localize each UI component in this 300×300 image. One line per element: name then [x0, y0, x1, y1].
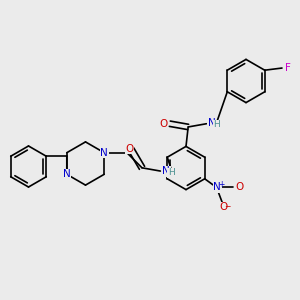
- Text: O: O: [219, 202, 227, 212]
- Text: O: O: [126, 144, 134, 154]
- Text: N: N: [163, 166, 170, 176]
- Text: N: N: [100, 148, 108, 158]
- Text: N: N: [63, 169, 71, 179]
- Text: +: +: [218, 180, 225, 189]
- Text: O: O: [159, 119, 167, 129]
- Text: O: O: [236, 182, 244, 192]
- Text: −: −: [224, 202, 230, 211]
- Text: N: N: [213, 182, 221, 192]
- Text: H: H: [213, 120, 220, 129]
- Text: N: N: [208, 118, 215, 128]
- Text: H: H: [168, 168, 175, 177]
- Text: F: F: [285, 63, 291, 73]
